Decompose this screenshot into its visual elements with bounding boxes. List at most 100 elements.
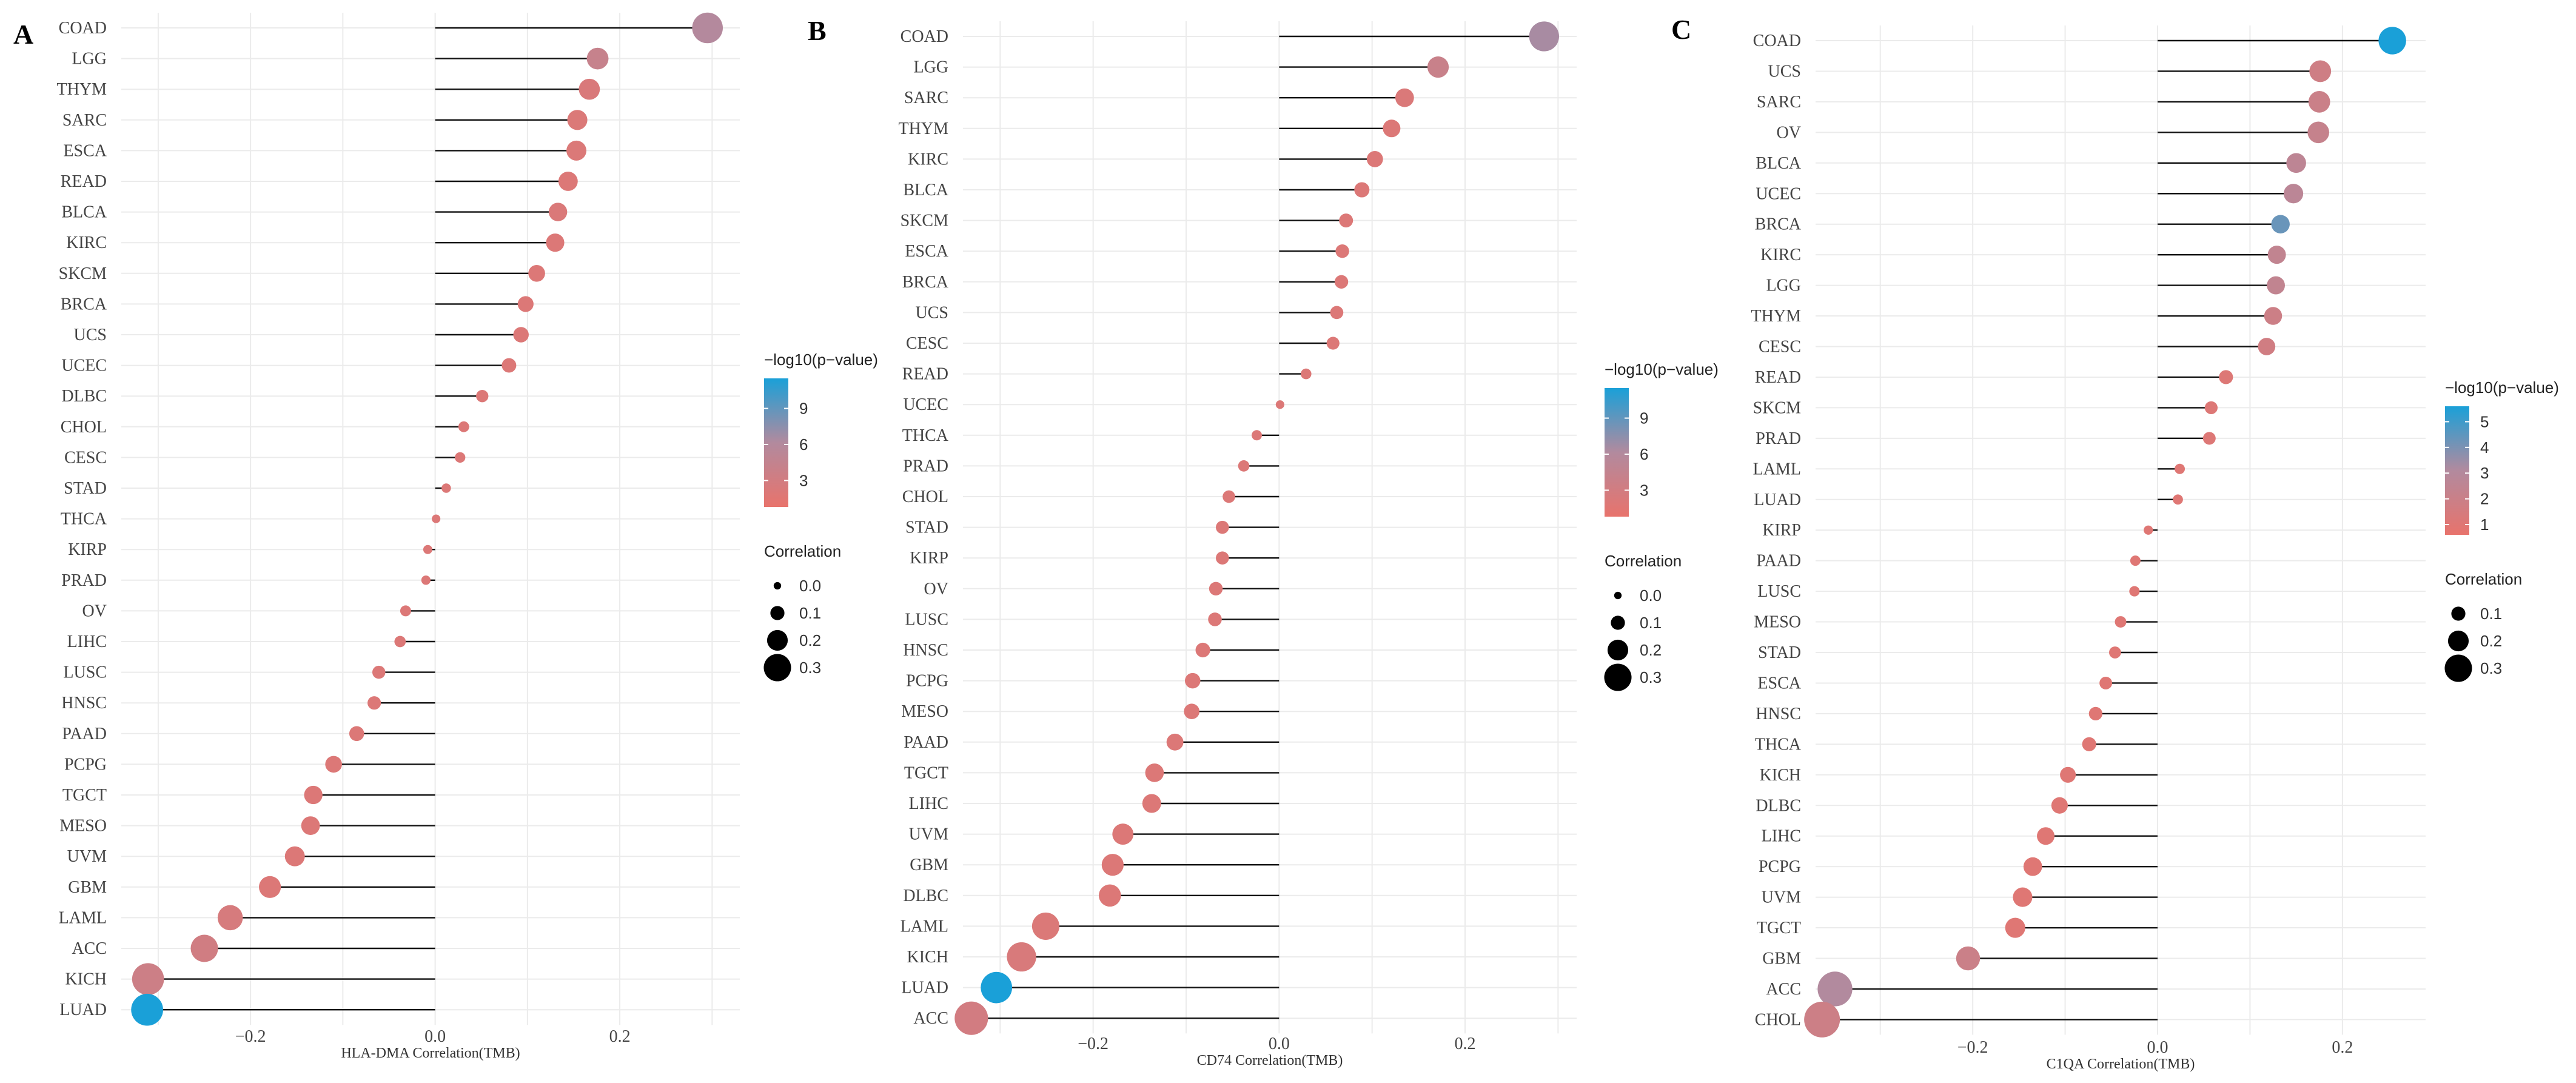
category-label: KIRP	[68, 540, 107, 559]
x-tick-label: 0.2	[609, 1027, 631, 1046]
panel-a: A COAD LGG THYM SARC ESCA READ BLCA KIRC SKCM BRCA…	[13, 12, 878, 1061]
data-point	[1098, 884, 1121, 907]
colorbar-label: 3	[2480, 464, 2489, 482]
category-label: BRCA	[61, 295, 107, 314]
category-label: SARC	[62, 111, 107, 130]
colorbar	[764, 378, 788, 507]
data-point	[349, 726, 364, 742]
colorbar-label: 6	[1640, 445, 1648, 463]
data-point	[2175, 463, 2185, 474]
data-point	[2204, 401, 2218, 414]
data-point	[517, 296, 534, 312]
data-point	[2051, 797, 2068, 814]
data-point	[1145, 763, 1164, 782]
category-label: KICH	[907, 948, 948, 967]
category-label: ESCA	[63, 141, 107, 160]
data-point	[1366, 151, 1383, 167]
category-label: KIRP	[910, 549, 948, 568]
data-point	[2109, 646, 2121, 659]
data-point	[2308, 91, 2330, 113]
data-point	[2115, 616, 2127, 628]
data-point	[692, 12, 723, 44]
data-point	[421, 575, 431, 585]
category-label: LUSC	[1757, 582, 1801, 601]
data-point	[981, 971, 1013, 1004]
data-point	[2219, 370, 2233, 384]
x-tick-label: −0.2	[235, 1027, 266, 1046]
category-label: UVM	[67, 847, 107, 866]
data-point	[2264, 307, 2283, 325]
category-label: MESO	[1754, 613, 1801, 632]
x-tick-label: −0.2	[1957, 1038, 1988, 1057]
category-label: ACC	[913, 1009, 948, 1028]
data-point	[2202, 432, 2216, 445]
data-point	[2023, 857, 2042, 876]
data-point	[1101, 854, 1124, 876]
category-label: SKCM	[901, 212, 948, 230]
data-point	[1427, 56, 1449, 78]
data-point	[1223, 490, 1235, 503]
data-point	[367, 696, 381, 710]
data-point	[1184, 672, 1201, 689]
data-point	[131, 993, 163, 1026]
category-label: ACC	[72, 939, 107, 958]
category-label: CESC	[906, 334, 948, 353]
category-label: MESO	[901, 702, 948, 721]
category-label: COAD	[1753, 32, 1801, 50]
category-label: THYM	[57, 80, 107, 99]
category-label: PCPG	[1759, 857, 1801, 876]
category-label: PAAD	[62, 725, 107, 743]
category-label: MESO	[59, 817, 107, 836]
data-point	[1956, 946, 1981, 971]
size-legend-label: 0.0	[1640, 586, 1662, 605]
category-label: COAD	[901, 27, 948, 46]
category-label: BLCA	[1756, 154, 1801, 173]
colorbar	[2445, 406, 2469, 535]
data-point	[1209, 582, 1223, 596]
size-legend-label: 0.3	[799, 659, 821, 677]
data-point	[304, 785, 323, 805]
category-label: PAAD	[1756, 552, 1801, 571]
data-point	[372, 665, 386, 679]
category-label: UVM	[1762, 888, 1801, 907]
size-legend-label: 0.2	[2480, 632, 2502, 650]
panel-letter: C	[1671, 14, 1691, 45]
data-point	[2258, 338, 2276, 355]
size-legend-label: 0.1	[799, 604, 821, 622]
data-point	[441, 483, 451, 493]
category-label: UCS	[74, 326, 107, 344]
category-label: LIHC	[67, 632, 107, 651]
category-label: LUSC	[63, 663, 107, 682]
size-legend-dot	[1611, 615, 1625, 630]
data-point	[954, 1001, 988, 1035]
data-point	[476, 390, 489, 403]
category-label: DLBC	[1756, 796, 1801, 815]
data-point	[1529, 21, 1560, 52]
category-label: LUAD	[901, 979, 948, 998]
data-point	[1395, 88, 1414, 107]
data-point	[458, 421, 469, 432]
category-label: LIHC	[909, 794, 948, 813]
category-label: LGG	[72, 50, 107, 69]
data-point	[1817, 971, 1853, 1007]
category-label: PCPG	[906, 672, 948, 691]
category-label: DLBC	[903, 887, 948, 905]
category-label: TGCT	[62, 786, 107, 805]
x-tick-label: 0.2	[2332, 1038, 2353, 1057]
data-point	[2130, 555, 2141, 566]
data-point	[1031, 912, 1060, 940]
category-label: UCS	[1768, 62, 1801, 81]
data-point	[284, 846, 305, 867]
data-point	[1339, 213, 1353, 228]
data-point	[394, 635, 406, 648]
colorbar-label: 1	[2480, 515, 2489, 534]
data-point	[579, 78, 600, 100]
data-point	[2088, 706, 2102, 721]
category-label: GBM	[68, 878, 107, 897]
category-label: BRCA	[902, 273, 949, 292]
data-point	[546, 233, 565, 252]
category-label: SARC	[1757, 93, 1801, 112]
category-label: LAML	[1753, 460, 1801, 478]
category-label: SKCM	[1753, 398, 1801, 417]
